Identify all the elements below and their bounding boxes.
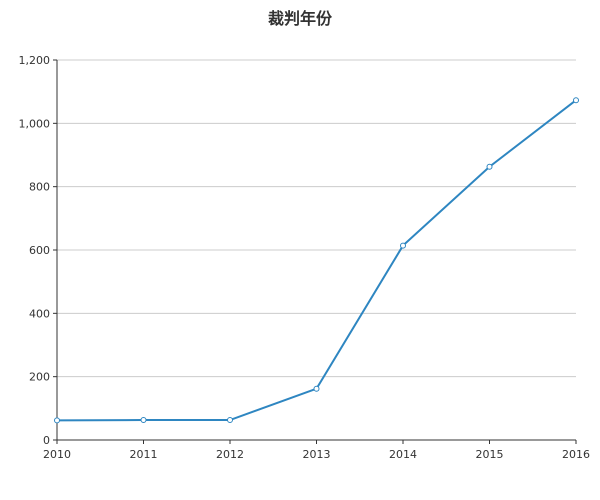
data-point-2011 [140, 417, 147, 424]
series-line-0 [56, 99, 577, 422]
y-tick-label: 1,200 [19, 54, 51, 67]
data-point-2010 [54, 417, 60, 424]
y-tick-label: 0 [43, 434, 50, 447]
x-tick-label: 2010 [43, 448, 71, 461]
y-tick-label: 200 [29, 371, 50, 384]
data-point-2015 [486, 163, 493, 170]
x-tick-label: 2016 [562, 448, 590, 461]
y-tick-label: 800 [29, 181, 50, 194]
x-tick-label: 2015 [476, 448, 504, 461]
x-tick-label: 2012 [216, 448, 244, 461]
y-tick-label: 400 [29, 307, 50, 320]
y-tick-label: 1,000 [19, 117, 51, 130]
data-point-2014 [400, 242, 406, 249]
chart-title: 裁判年份 [267, 9, 332, 28]
y-tick-label: 600 [29, 244, 50, 257]
data-point-2013 [313, 385, 320, 392]
x-tick-label: 2011 [130, 448, 158, 461]
x-tick-label: 2013 [303, 448, 331, 461]
x-tick-label: 2014 [389, 448, 417, 461]
data-point-2012 [227, 417, 233, 424]
data-point-2016 [573, 97, 579, 104]
